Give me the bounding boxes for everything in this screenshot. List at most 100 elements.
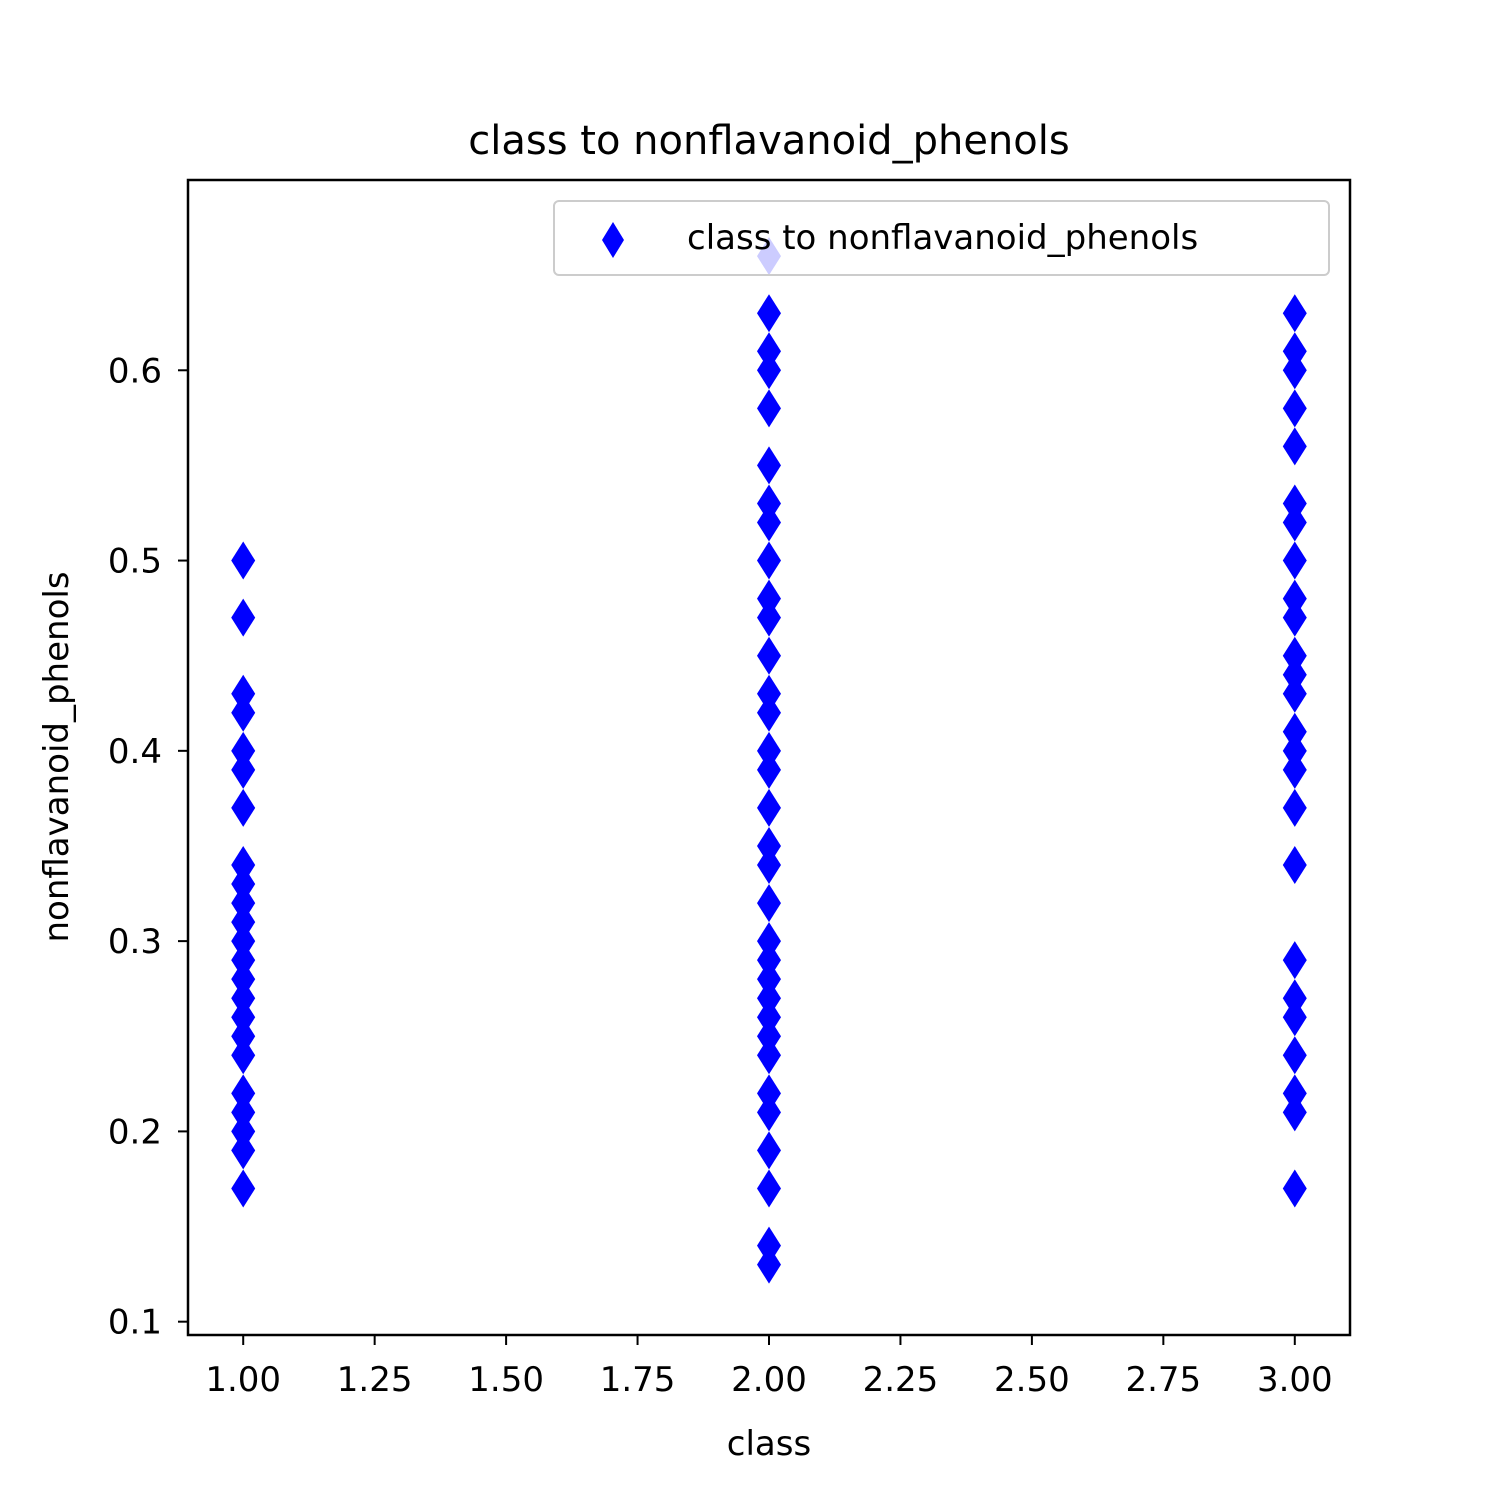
data-point <box>1282 579 1307 618</box>
x-tick-label: 2.25 <box>863 1360 939 1400</box>
data-point <box>757 1131 781 1170</box>
data-point <box>1282 1036 1307 1075</box>
data-point <box>1282 294 1307 333</box>
data-point <box>231 1036 256 1075</box>
y-tick-label: 0.5 <box>108 542 162 582</box>
data-point <box>231 998 256 1037</box>
data-point <box>757 1226 781 1265</box>
data-point <box>1282 636 1307 675</box>
x-tick-label: 3.00 <box>1257 1360 1333 1400</box>
data-point <box>757 922 781 961</box>
data-point <box>231 922 256 961</box>
data-point <box>1282 427 1307 466</box>
data-point <box>757 693 781 732</box>
data-point <box>757 503 781 542</box>
y-tick-label: 0.6 <box>108 351 162 391</box>
data-point <box>231 884 256 923</box>
x-tick-label: 1.75 <box>600 1360 676 1400</box>
data-point <box>231 1112 256 1151</box>
data-point <box>757 674 781 713</box>
data-point <box>757 941 781 980</box>
data-point <box>231 598 256 637</box>
data-point <box>757 1169 781 1208</box>
legend-label: class to nonflavanoid_phenols <box>687 218 1198 258</box>
data-point <box>757 731 781 770</box>
data-point <box>231 731 256 770</box>
data-point <box>1282 712 1307 751</box>
data-point <box>1282 541 1307 580</box>
legend-box <box>553 200 1330 276</box>
legend: class to nonflavanoid_phenols <box>553 200 1330 276</box>
y-tick-label: 0.1 <box>108 1303 162 1343</box>
data-point <box>757 750 781 789</box>
data-point <box>757 979 781 1018</box>
data-point <box>231 750 256 789</box>
data-point <box>757 960 781 999</box>
x-tick-label: 2.50 <box>994 1360 1070 1400</box>
data-point <box>757 636 781 675</box>
y-tick-label: 0.2 <box>108 1112 162 1152</box>
data-point <box>1282 731 1307 770</box>
data-point <box>757 826 781 865</box>
data-point <box>757 332 781 371</box>
data-point <box>757 579 781 618</box>
data-point <box>231 674 256 713</box>
x-axis-label: class <box>727 1424 811 1464</box>
data-point <box>757 598 781 637</box>
data-point <box>1282 1093 1307 1132</box>
x-tick-label: 1.25 <box>337 1360 413 1400</box>
x-tick-label: 2.75 <box>1125 1360 1201 1400</box>
data-point <box>757 1093 781 1132</box>
data-point <box>1282 998 1307 1037</box>
data-point <box>757 484 781 523</box>
data-point <box>1282 979 1307 1018</box>
x-tick-label: 1.00 <box>205 1360 281 1400</box>
data-point <box>231 1131 256 1170</box>
data-point <box>231 1017 256 1056</box>
data-points <box>231 237 1307 1284</box>
data-point <box>1282 750 1307 789</box>
y-axis-ticks: 0.1 0.2 0.3 0.4 0.5 0.6 <box>108 351 188 1343</box>
data-point <box>757 998 781 1037</box>
data-point <box>231 693 256 732</box>
data-point <box>231 941 256 980</box>
data-point <box>757 1074 781 1113</box>
data-point <box>1282 1074 1307 1113</box>
data-point <box>1282 351 1307 390</box>
data-point <box>231 846 256 885</box>
y-axis-label: nonflavanoid_phenols <box>37 571 77 942</box>
data-point <box>757 541 781 580</box>
data-point <box>1282 674 1307 713</box>
data-point <box>231 903 256 942</box>
data-point <box>1282 846 1307 885</box>
data-point <box>231 788 256 827</box>
x-axis-ticks: 1.00 1.25 1.50 1.75 2.00 2.25 2.50 2.75 3.00 <box>205 1335 1333 1400</box>
data-point <box>757 1036 781 1075</box>
chart-title: class to nonflavanoid_phenols <box>468 118 1069 164</box>
data-point <box>757 1017 781 1056</box>
data-point <box>1282 389 1307 428</box>
data-point <box>757 788 781 827</box>
plot-area-frame <box>186 178 1352 1337</box>
data-point <box>757 1245 781 1284</box>
data-point <box>1282 941 1307 980</box>
data-point <box>231 541 256 580</box>
data-point <box>1282 503 1307 542</box>
data-point <box>757 351 781 390</box>
data-point <box>757 389 781 428</box>
y-tick-label: 0.4 <box>108 732 162 772</box>
data-point <box>231 1169 256 1208</box>
data-point <box>1282 484 1307 523</box>
data-point <box>757 294 781 333</box>
data-point <box>1282 598 1307 637</box>
data-point <box>757 846 781 885</box>
y-tick-label: 0.3 <box>108 922 162 962</box>
data-point <box>231 865 256 904</box>
legend-marker <box>602 222 624 258</box>
data-point <box>1282 655 1307 694</box>
data-point <box>1282 1169 1307 1208</box>
data-point <box>231 960 256 999</box>
data-point <box>1282 332 1307 371</box>
data-point <box>757 884 781 923</box>
